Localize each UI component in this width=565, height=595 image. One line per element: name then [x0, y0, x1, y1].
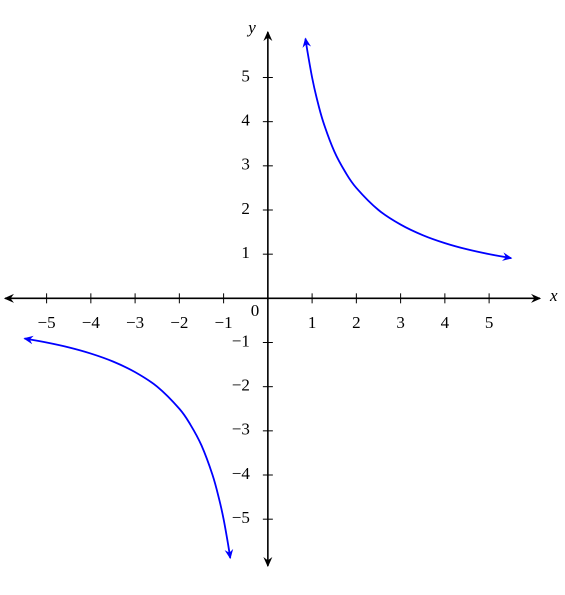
y-tick-label: −1 — [232, 331, 250, 350]
curve — [23, 335, 234, 560]
x-tick-label: −4 — [82, 313, 101, 332]
y-tick-label: 3 — [241, 155, 250, 174]
y-tick-label: −5 — [232, 508, 250, 527]
x-tick-label: 3 — [396, 313, 405, 332]
y-tick-label: −4 — [232, 464, 251, 483]
x-tick-label: −2 — [170, 313, 188, 332]
x-axis-label: x — [549, 286, 558, 305]
x-tick-label: −5 — [38, 313, 56, 332]
origin-label: 0 — [251, 301, 260, 320]
y-tick-label: −3 — [232, 420, 250, 439]
curve — [302, 37, 513, 261]
x-tick-label: 1 — [308, 313, 317, 332]
x-tick-label: 2 — [352, 313, 361, 332]
y-tick-label: 4 — [241, 111, 250, 130]
y-tick-label: −2 — [232, 376, 250, 395]
y-tick-label: 5 — [241, 66, 250, 85]
x-tick-label: −3 — [126, 313, 144, 332]
y-tick-label: 2 — [241, 199, 250, 218]
x-tick-label: 4 — [441, 313, 450, 332]
y-axis-label: y — [246, 18, 256, 37]
x-tick-label: −1 — [215, 313, 233, 332]
x-tick-label: 5 — [485, 313, 494, 332]
y-tick-label: 1 — [241, 243, 250, 262]
